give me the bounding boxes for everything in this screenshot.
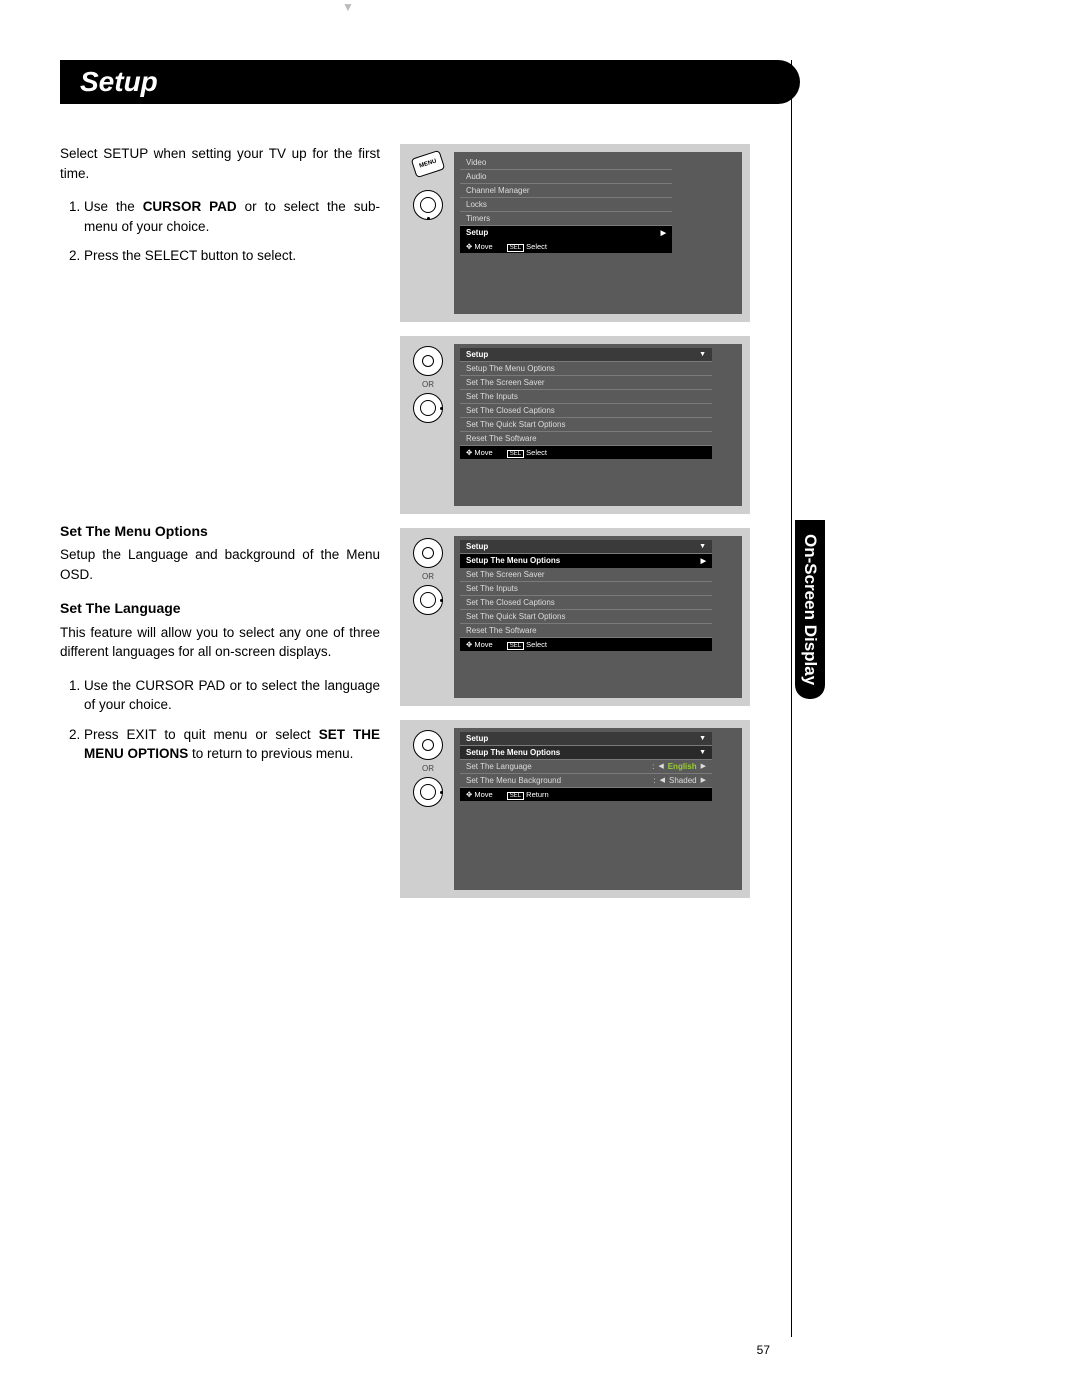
- menu-item-selected: Setup▶: [460, 226, 672, 240]
- tv-screen-2: OR Setup▼ Setup The Menu Options Set The…: [400, 336, 750, 514]
- menu-item: Video: [460, 156, 672, 170]
- page-title: Setup: [60, 60, 800, 104]
- menu-item: Set The Screen Saver: [460, 568, 712, 582]
- screens-column: MENU Video Audio Channel Manager Locks T…: [400, 144, 750, 898]
- menu-item: Set The Closed Captions: [460, 404, 712, 418]
- cursor-pad-icon: [413, 393, 443, 423]
- nav-hint: ✥ Move SEL Return: [460, 788, 712, 801]
- intro-text: Select SETUP when setting your TV up for…: [60, 144, 380, 183]
- option-row: Set The Menu Background : ◀ Shaded ▶: [460, 774, 712, 788]
- tv-screen-3: OR Setup▼ Setup The Menu Options▶ Set Th…: [400, 528, 750, 706]
- section-body-menu-options: Setup the Language and background of the…: [60, 545, 380, 584]
- menu-item-selected: Setup The Menu Options▶: [460, 554, 712, 568]
- nav-hint: ✥ Move SEL Select: [460, 446, 712, 459]
- menu-item: Locks: [460, 198, 672, 212]
- nav-hint: ✥ Move SEL Select: [460, 240, 672, 253]
- menu-button-icon: MENU: [411, 150, 446, 178]
- enter-button-icon: [413, 730, 443, 760]
- menu-item: Reset The Software: [460, 432, 712, 446]
- section-body-language: This feature will allow you to select an…: [60, 623, 380, 662]
- menu-item: Set The Screen Saver: [460, 376, 712, 390]
- option-row: Set The Language : ◀ English ▶: [460, 760, 712, 774]
- menu-item: Reset The Software: [460, 624, 712, 638]
- page-number: 57: [757, 1343, 770, 1357]
- or-label: OR: [422, 380, 434, 389]
- or-label: OR: [422, 572, 434, 581]
- section-heading-menu-options: Set The Menu Options: [60, 521, 380, 541]
- step-1: Use the CURSOR PAD or to select the sub-…: [84, 197, 380, 236]
- side-tab: On-Screen Display: [795, 520, 825, 699]
- menu-subheader: Setup The Menu Options▼: [460, 746, 712, 760]
- text-column: Select SETUP when setting your TV up for…: [60, 144, 380, 898]
- menu-item: Setup The Menu Options: [460, 362, 712, 376]
- menu-item: Timers: [460, 212, 672, 226]
- lang-step-2: Press EXIT to quit menu or select SET TH…: [84, 725, 380, 764]
- vertical-divider: [791, 60, 792, 1337]
- or-label: OR: [422, 764, 434, 773]
- menu-item: Audio: [460, 170, 672, 184]
- tv-screen-4: OR Setup▼ Setup The Menu Options▼: [400, 720, 750, 898]
- menu-header: Setup▼: [460, 732, 712, 746]
- section-heading-language: Set The Language: [60, 598, 380, 618]
- cursor-pad-icon: [413, 585, 443, 615]
- cursor-pad-icon: [413, 190, 443, 220]
- cursor-pad-icon: [413, 777, 443, 807]
- down-marker-icon: ▼: [342, 0, 354, 14]
- menu-item: Set The Inputs: [460, 390, 712, 404]
- menu-item: Channel Manager: [460, 184, 672, 198]
- menu-item: Set The Inputs: [460, 582, 712, 596]
- enter-button-icon: [413, 346, 443, 376]
- menu-item: Set The Quick Start Options: [460, 610, 712, 624]
- content-area: Select SETUP when setting your TV up for…: [60, 144, 1020, 898]
- menu-item: Set The Quick Start Options: [460, 418, 712, 432]
- nav-hint: ✥ Move SEL Select: [460, 638, 712, 651]
- enter-button-icon: [413, 538, 443, 568]
- tv-screen-1: MENU Video Audio Channel Manager Locks T…: [400, 144, 750, 322]
- lang-step-1: Use the CURSOR PAD or to select the lang…: [84, 676, 380, 715]
- menu-item: Set The Closed Captions: [460, 596, 712, 610]
- menu-header: Setup▼: [460, 540, 712, 554]
- menu-header: Setup▼: [460, 348, 712, 362]
- step-2: Press the SELECT button to select.: [84, 246, 380, 266]
